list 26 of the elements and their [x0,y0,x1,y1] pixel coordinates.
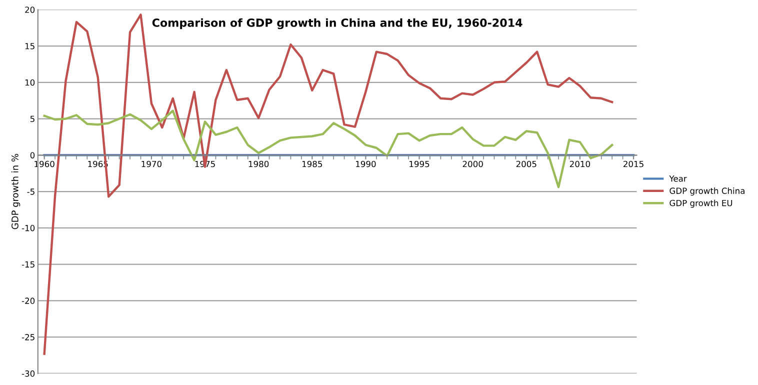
text: Comparison of GDP growth in China and the EU, 1960-2014 [152,18,522,30]
y-tick-label: 20 [25,6,35,13]
y-tick-label: -25 [22,334,34,340]
y-tick-label: 15 [25,43,34,50]
x-tick-label: 1995 [410,160,430,168]
x-tick-label: 2010 [570,160,590,168]
x-tick-label: 1960 [34,160,54,168]
y-tick-label: 0 [30,152,35,158]
y-tick-label: -15 [22,261,34,268]
x-tick-label: 2000 [462,160,483,168]
y-tick-label: -30 [22,370,35,377]
x-tick-label: 1980 [248,160,269,168]
y-tick-label: -5 [27,188,34,195]
x-tick-label: 1990 [356,160,376,168]
x-tick-label: 1970 [142,160,162,168]
y-axis-title: GDP growth in % [11,154,20,230]
y-tick-label: 5 [30,116,34,122]
x-tick-label: 2015 [624,160,644,168]
x-tick-label: 2005 [516,160,536,168]
legend-label: GDP growth China [670,188,744,196]
x-tick-label: 1985 [302,160,322,168]
y-tick-label: 10 [25,79,35,86]
y-tick-label: -20 [22,298,35,304]
legend-label: Year [669,176,687,182]
y-tick-label: -10 [22,224,35,232]
legend-label: GDP growth EU [670,200,732,208]
